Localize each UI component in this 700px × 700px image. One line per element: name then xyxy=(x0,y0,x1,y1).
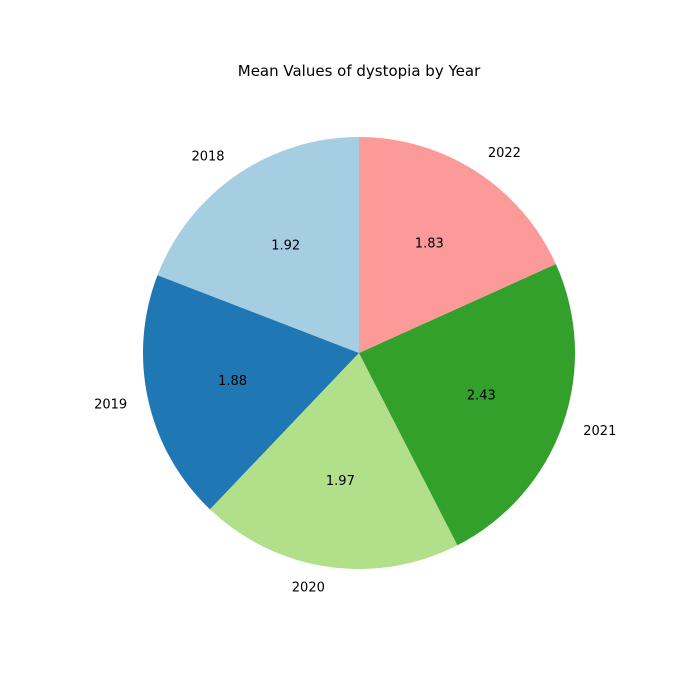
pie-slice-2018 xyxy=(157,137,359,353)
value-label-2018: 1.92 xyxy=(271,239,300,254)
value-label-2021: 2.43 xyxy=(467,388,496,403)
value-label-2022: 1.83 xyxy=(415,237,444,252)
pie-slice-2020 xyxy=(210,353,458,569)
pie-slices xyxy=(143,137,576,569)
category-label-2019: 2019 xyxy=(94,398,127,413)
pie-slice-2021 xyxy=(359,264,576,546)
value-label-2019: 1.88 xyxy=(218,374,247,389)
category-label-2018: 2018 xyxy=(191,150,224,165)
pie-slice-2019 xyxy=(143,275,359,510)
category-label-2021: 2021 xyxy=(583,424,616,439)
pie-labels: 2018 1.92 2019 1.88 2020 1.97 2021 2.43 2022 1.83 xyxy=(94,146,616,596)
category-label-2022: 2022 xyxy=(488,146,521,161)
pie-slice-2022 xyxy=(359,137,556,353)
value-label-2020: 1.97 xyxy=(326,474,355,489)
chart-title: Mean Values of dystopia by Year xyxy=(238,62,481,80)
category-label-2020: 2020 xyxy=(292,581,325,596)
